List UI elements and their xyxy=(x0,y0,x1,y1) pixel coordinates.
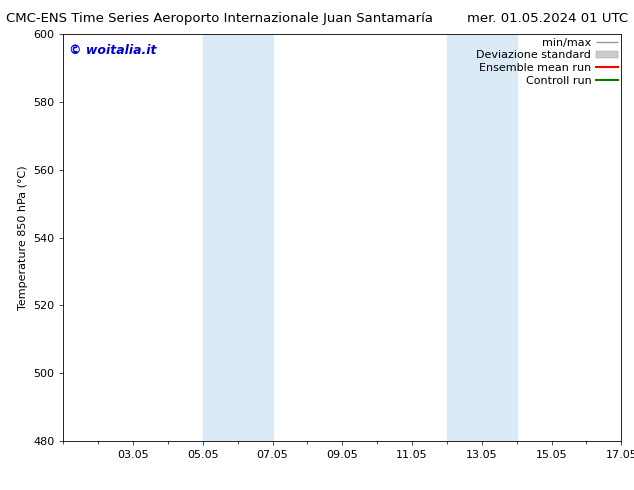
Text: CMC-ENS Time Series Aeroporto Internazionale Juan Santamaría: CMC-ENS Time Series Aeroporto Internazio… xyxy=(6,12,434,25)
Bar xyxy=(447,34,517,441)
Y-axis label: Temperature 850 hPa (°C): Temperature 850 hPa (°C) xyxy=(18,165,27,310)
Text: © woitalia.it: © woitalia.it xyxy=(69,45,157,57)
Text: mer. 01.05.2024 01 UTC: mer. 01.05.2024 01 UTC xyxy=(467,12,628,25)
Bar xyxy=(203,34,273,441)
Legend: min/max, Deviazione standard, Ensemble mean run, Controll run: min/max, Deviazione standard, Ensemble m… xyxy=(474,35,620,88)
